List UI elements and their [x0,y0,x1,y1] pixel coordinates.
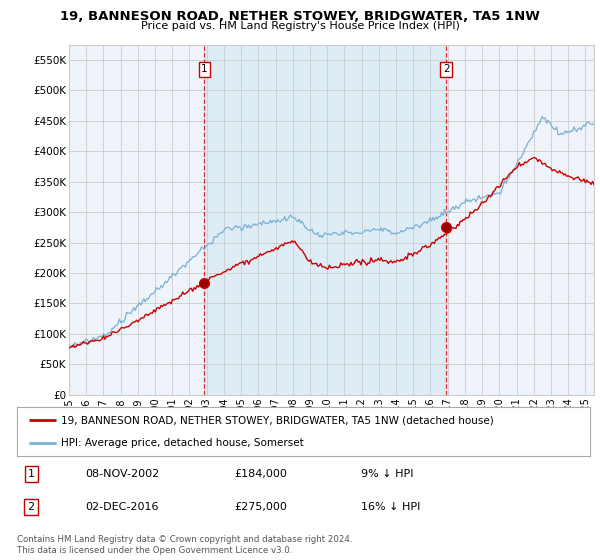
Text: 16% ↓ HPI: 16% ↓ HPI [361,502,420,512]
Text: Price paid vs. HM Land Registry's House Price Index (HPI): Price paid vs. HM Land Registry's House … [140,21,460,31]
Text: £275,000: £275,000 [235,502,287,512]
Text: £184,000: £184,000 [235,469,287,479]
Text: 1: 1 [28,469,35,479]
Text: 2: 2 [443,64,449,74]
Text: HPI: Average price, detached house, Somerset: HPI: Average price, detached house, Some… [61,438,304,448]
Bar [205,45,446,395]
Text: 19, BANNESON ROAD, NETHER STOWEY, BRIDGWATER, TA5 1NW (detached house): 19, BANNESON ROAD, NETHER STOWEY, BRIDGW… [61,416,494,426]
Text: 02-DEC-2016: 02-DEC-2016 [86,502,159,512]
Text: 19, BANNESON ROAD, NETHER STOWEY, BRIDGWATER, TA5 1NW: 19, BANNESON ROAD, NETHER STOWEY, BRIDGW… [60,10,540,22]
Text: Contains HM Land Registry data © Crown copyright and database right 2024.
This d: Contains HM Land Registry data © Crown c… [17,535,352,555]
Text: 2: 2 [28,502,35,512]
Text: 08-NOV-2002: 08-NOV-2002 [86,469,160,479]
Text: 1: 1 [201,64,208,74]
Text: 9% ↓ HPI: 9% ↓ HPI [361,469,413,479]
